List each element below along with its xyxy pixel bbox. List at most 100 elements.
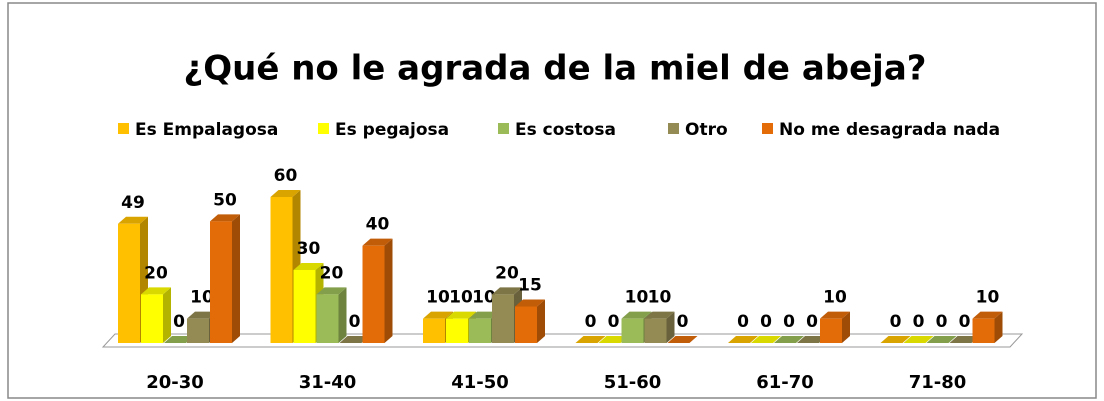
- bar: [187, 318, 209, 343]
- bar-side: [994, 311, 1003, 343]
- x-tick-label: 41-50: [451, 372, 509, 393]
- x-tick-label: 51-60: [604, 372, 662, 393]
- bar-top: [797, 336, 827, 343]
- data-label: 60: [274, 166, 298, 186]
- bar: [820, 318, 842, 343]
- bar-top: [492, 287, 522, 295]
- legend-swatch: [498, 123, 509, 134]
- legend-label: Es pegajosa: [335, 120, 449, 140]
- data-label: 20: [144, 263, 168, 283]
- data-label: 0: [806, 312, 818, 332]
- data-label: 10: [976, 288, 1000, 308]
- x-tick-label: 31-40: [299, 372, 357, 393]
- legend-label: Es costosa: [515, 120, 616, 140]
- bar-top: [362, 238, 393, 246]
- bar-top: [141, 287, 171, 295]
- bar-side: [232, 214, 240, 343]
- data-label: 10: [823, 288, 847, 308]
- bar-top: [164, 336, 194, 343]
- bar: [118, 223, 140, 343]
- chart-title: ¿Qué no le agrada de la miel de abeja?: [184, 49, 927, 89]
- bar: [492, 294, 514, 343]
- bar-top: [972, 311, 1003, 319]
- bar: [270, 197, 293, 343]
- bar-side: [163, 287, 171, 343]
- x-tick-label: 71-80: [909, 372, 967, 393]
- data-label: 0: [890, 312, 902, 332]
- data-label: 20: [320, 263, 344, 283]
- data-label: 0: [173, 312, 185, 332]
- data-label: 0: [913, 312, 925, 332]
- bar-top: [423, 311, 453, 319]
- bar: [469, 318, 491, 343]
- data-label: 0: [349, 312, 361, 332]
- data-label: 0: [677, 312, 689, 332]
- bar-top: [515, 299, 545, 307]
- data-label: 10: [625, 288, 649, 308]
- bar: [316, 294, 339, 343]
- bar: [293, 270, 316, 343]
- bar-top: [667, 336, 698, 343]
- legend-label: Es Empalagosa: [135, 120, 278, 140]
- bar-top: [598, 336, 629, 343]
- legend-label: No me desagrada nada: [779, 120, 1000, 140]
- bar-top: [270, 190, 301, 197]
- bar-top: [774, 336, 804, 343]
- bar-top: [316, 287, 347, 295]
- bar: [644, 318, 667, 343]
- data-label: 40: [366, 215, 390, 235]
- bar-top: [575, 336, 606, 343]
- bar: [515, 306, 537, 343]
- bar-top: [728, 336, 758, 343]
- legend-swatch: [118, 123, 129, 134]
- data-label: 0: [737, 312, 749, 332]
- bar-side: [338, 287, 347, 343]
- bar-side: [384, 238, 393, 343]
- legend-swatch: [318, 123, 329, 134]
- bar-top: [469, 311, 499, 319]
- bar: [210, 221, 232, 343]
- bar-side: [537, 299, 545, 343]
- bar: [621, 318, 644, 343]
- data-label: 0: [936, 312, 948, 332]
- bar: [362, 245, 385, 343]
- bar-top: [820, 311, 850, 319]
- data-label: 15: [518, 276, 542, 296]
- data-label: 0: [783, 312, 795, 332]
- bar-top: [751, 336, 781, 343]
- bar-top: [293, 263, 324, 270]
- data-label: 10: [449, 288, 473, 308]
- bar: [141, 294, 163, 343]
- data-label: 10: [426, 288, 450, 308]
- data-label: 20: [495, 263, 519, 283]
- bar: [423, 318, 445, 343]
- bar-top: [210, 214, 240, 222]
- data-label: 0: [959, 312, 971, 332]
- data-label: 0: [608, 312, 620, 332]
- data-label: 10: [472, 288, 496, 308]
- bar-top: [880, 336, 911, 343]
- bar: [446, 318, 468, 343]
- x-tick-label: 20-30: [146, 372, 204, 393]
- data-label: 49: [121, 193, 145, 213]
- data-label: 10: [648, 288, 672, 308]
- bar-top: [926, 336, 957, 343]
- data-label: 30: [297, 239, 321, 259]
- bar-top: [339, 336, 370, 343]
- data-label: 50: [213, 190, 237, 210]
- bar-top: [903, 336, 934, 343]
- legend-swatch: [762, 123, 773, 134]
- bar-side: [666, 311, 675, 343]
- legend-swatch: [668, 123, 679, 134]
- bar-top: [949, 336, 980, 343]
- bar-top: [621, 311, 652, 319]
- x-tick-label: 61-70: [756, 372, 814, 393]
- bar-top: [446, 311, 476, 319]
- bar: [972, 318, 995, 343]
- bar-top: [118, 216, 148, 224]
- bar-side: [842, 311, 850, 343]
- bar-top: [187, 311, 217, 319]
- legend: Es Empalagosa Es pegajosa Es costosa Otro No…: [118, 120, 1000, 140]
- data-label: 0: [760, 312, 772, 332]
